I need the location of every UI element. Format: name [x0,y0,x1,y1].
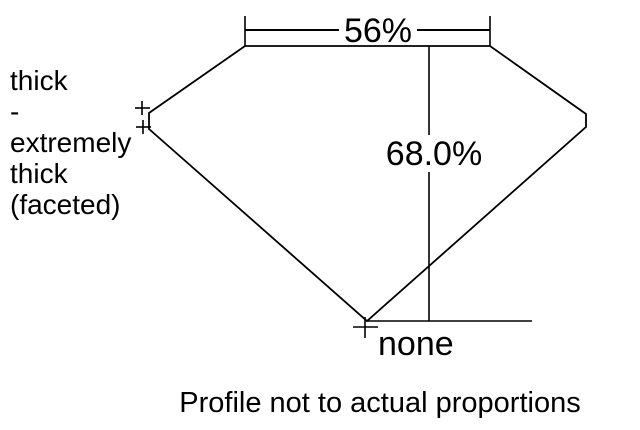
girdle-label-line-4: thick [10,158,69,189]
girdle-label-line-2: - [10,96,19,127]
footnote-label: Profile not to actual proportions [179,387,580,419]
total-depth-label: 68.0% [386,135,482,173]
girdle-thickness-label: thick - extremely thick (faceted) [10,65,131,220]
girdle-label-line-3: extremely [10,127,131,158]
diagram-lines [135,16,587,338]
culet-label: none [378,325,454,363]
girdle-label-line-5: (faceted) [10,189,121,220]
diagram-labels: 56% 68.0% none thick - extremely thick (… [10,12,581,419]
diamond-outline [148,45,587,323]
girdle-label-line-1: thick [10,65,69,96]
table-size-label: 56% [344,12,412,50]
